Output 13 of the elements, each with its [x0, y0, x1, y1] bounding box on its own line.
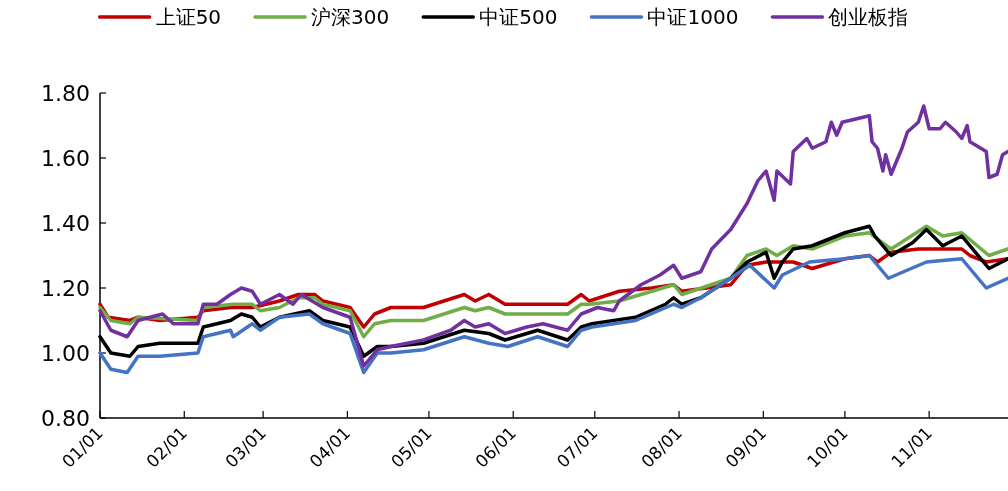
- y-tick-label: 1.00: [41, 340, 90, 366]
- line-series: [98, 253, 1008, 375]
- y-tick-label: 0.80: [41, 405, 90, 431]
- legend-label: 中证500: [479, 5, 558, 29]
- legend-label: 沪深300: [311, 5, 390, 29]
- y-tick-label: 1.60: [41, 145, 90, 171]
- legend-label: 创业板指: [828, 5, 909, 29]
- line-series: [98, 104, 1008, 368]
- y-tick-label: 1.40: [41, 210, 90, 236]
- legend-label: 中证1000: [647, 5, 739, 29]
- y-tick-label: 1.20: [41, 275, 90, 301]
- legend-label: 上证50: [155, 5, 222, 29]
- y-tick-label: 1.80: [41, 80, 90, 106]
